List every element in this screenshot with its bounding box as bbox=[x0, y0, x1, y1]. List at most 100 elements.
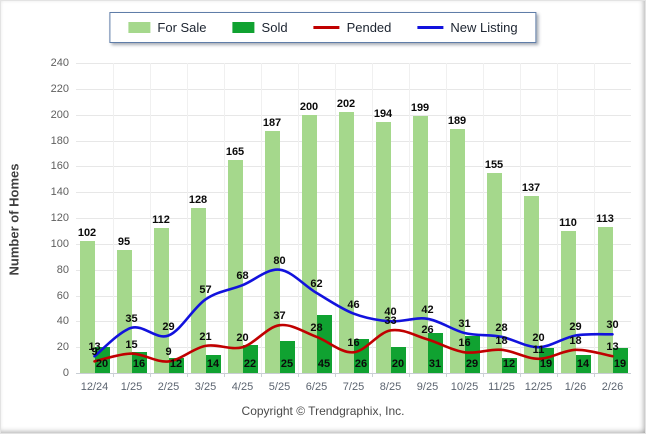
legend-label: For Sale bbox=[157, 20, 207, 35]
gridline bbox=[76, 140, 631, 142]
x-tick-label-9-25: 9/25 bbox=[416, 381, 439, 393]
gridline bbox=[224, 63, 225, 373]
value-label-pended-6-25: 28 bbox=[310, 321, 323, 334]
value-label-pended-11-25: 18 bbox=[495, 334, 508, 347]
x-tick-mark bbox=[150, 373, 151, 377]
y-tick-label: 20 bbox=[56, 341, 69, 354]
value-label-for-sale-1-25: 95 bbox=[117, 236, 131, 249]
value-label-for-sale-7-25: 202 bbox=[336, 98, 356, 111]
gridline bbox=[557, 63, 558, 373]
x-tick-mark bbox=[594, 373, 595, 377]
x-tick-mark bbox=[520, 373, 521, 377]
x-tick-label-11-25: 11/25 bbox=[488, 381, 515, 393]
x-tick-label-12-25: 12/25 bbox=[524, 381, 553, 393]
value-label-new-listing-4-25: 68 bbox=[236, 270, 249, 283]
value-label-new-listing-7-25: 46 bbox=[347, 298, 360, 311]
value-label-sold-11-25: 12 bbox=[502, 358, 516, 370]
bar-for-sale-7-25 bbox=[338, 112, 354, 373]
value-label-sold-1-25: 16 bbox=[132, 358, 146, 370]
value-label-sold-12-24: 20 bbox=[95, 358, 109, 370]
for-sale-swatch-icon bbox=[128, 22, 151, 33]
value-label-sold-2-26: 19 bbox=[613, 358, 627, 370]
value-label-pended-12-25: 11 bbox=[532, 343, 545, 356]
legend-label: Pended bbox=[346, 20, 392, 35]
x-tick-label-8-25: 8/25 bbox=[379, 381, 402, 393]
gridline bbox=[76, 166, 631, 168]
value-label-new-listing-3-25: 57 bbox=[199, 284, 212, 297]
sold-swatch-icon bbox=[232, 22, 255, 33]
x-tick-mark bbox=[224, 373, 225, 377]
gridline bbox=[76, 218, 631, 219]
plot-area: 102 95 112 128 165 187 200 202 194 199 189 155 137 11… bbox=[76, 63, 631, 374]
value-label-sold-9-25: 31 bbox=[428, 358, 442, 370]
gridline bbox=[76, 243, 631, 245]
y-tick-label: 120 bbox=[50, 212, 69, 224]
y-tick-label: 0 bbox=[62, 367, 69, 379]
bar-for-sale-6-25 bbox=[301, 114, 317, 373]
value-label-for-sale-9-25: 199 bbox=[410, 101, 430, 114]
y-tick-label: 240 bbox=[50, 57, 69, 69]
value-label-sold-1-26: 14 bbox=[576, 358, 590, 370]
y-tick-label: 220 bbox=[50, 82, 69, 95]
value-label-sold-7-25: 26 bbox=[354, 358, 368, 370]
value-label-new-listing-2-25: 29 bbox=[162, 320, 175, 333]
y-tick-label: 60 bbox=[56, 289, 69, 302]
value-label-new-listing-11-25: 28 bbox=[495, 321, 508, 334]
legend-item-sold: Sold bbox=[232, 20, 288, 35]
value-label-pended-4-25: 20 bbox=[236, 332, 249, 345]
gridline bbox=[594, 63, 595, 373]
gridline bbox=[187, 63, 188, 373]
value-label-for-sale-10-25: 189 bbox=[447, 114, 467, 127]
value-label-new-listing-9-25: 42 bbox=[421, 303, 434, 316]
y-tick-label: 80 bbox=[56, 263, 69, 276]
y-tick-label: 200 bbox=[50, 108, 69, 121]
y-axis-title: Number of Homes bbox=[6, 163, 22, 276]
value-label-new-listing-1-26: 29 bbox=[569, 320, 582, 333]
x-tick-mark bbox=[298, 373, 299, 377]
value-label-sold-8-25: 20 bbox=[391, 358, 405, 370]
x-tick-label-2-25: 2/25 bbox=[157, 381, 180, 393]
gridline bbox=[335, 63, 336, 373]
value-label-for-sale-12-25: 137 bbox=[521, 182, 541, 195]
bar-sold-2-26 bbox=[612, 348, 628, 373]
value-label-pended-10-25: 16 bbox=[458, 337, 471, 350]
bar-for-sale-12-24 bbox=[79, 241, 95, 373]
y-tick-label: 160 bbox=[50, 160, 69, 173]
y-tick-label: 180 bbox=[50, 134, 69, 147]
y-tick-label: 140 bbox=[50, 186, 69, 199]
x-tick-label-7-25: 7/25 bbox=[342, 381, 365, 393]
bar-for-sale-8-25 bbox=[375, 122, 391, 373]
x-tick-label-6-25: 6/25 bbox=[305, 381, 328, 393]
y-tick-label: 100 bbox=[50, 237, 69, 250]
value-label-pended-7-25: 16 bbox=[347, 337, 360, 350]
value-label-sold-5-25: 25 bbox=[280, 358, 294, 370]
value-label-sold-3-25: 14 bbox=[206, 358, 220, 370]
y-tick-label: 40 bbox=[56, 315, 69, 328]
value-label-for-sale-4-25: 165 bbox=[225, 145, 245, 158]
x-tick-label-1-26: 1/26 bbox=[564, 381, 587, 393]
value-label-pended-5-25: 37 bbox=[273, 310, 286, 323]
bar-for-sale-5-25 bbox=[264, 131, 280, 373]
x-tick-label-10-25: 10/25 bbox=[450, 381, 479, 393]
legend-label: New Listing bbox=[450, 20, 518, 35]
x-tick-mark bbox=[261, 373, 262, 377]
x-tick-mark bbox=[483, 373, 484, 377]
x-tick-label-3-25: 3/25 bbox=[194, 381, 217, 393]
value-label-pended-1-25: 15 bbox=[125, 338, 138, 351]
value-label-pended-3-25: 21 bbox=[199, 330, 212, 343]
value-label-new-listing-12-24: 13 bbox=[88, 341, 101, 354]
bar-for-sale-1-26 bbox=[560, 230, 576, 373]
value-label-pended-9-25: 26 bbox=[421, 324, 434, 337]
x-tick-mark bbox=[409, 373, 410, 377]
gridline bbox=[298, 63, 299, 373]
value-label-sold-4-25: 22 bbox=[243, 358, 257, 370]
value-label-for-sale-2-26: 113 bbox=[596, 213, 614, 226]
value-label-for-sale-1-26: 110 bbox=[559, 216, 577, 229]
gridline bbox=[483, 63, 484, 373]
legend-label: Sold bbox=[261, 20, 288, 35]
value-label-for-sale-6-25: 200 bbox=[299, 100, 319, 113]
gridline bbox=[446, 63, 447, 373]
x-tick-label-12-24: 12/24 bbox=[80, 381, 109, 393]
gridline bbox=[76, 63, 631, 64]
